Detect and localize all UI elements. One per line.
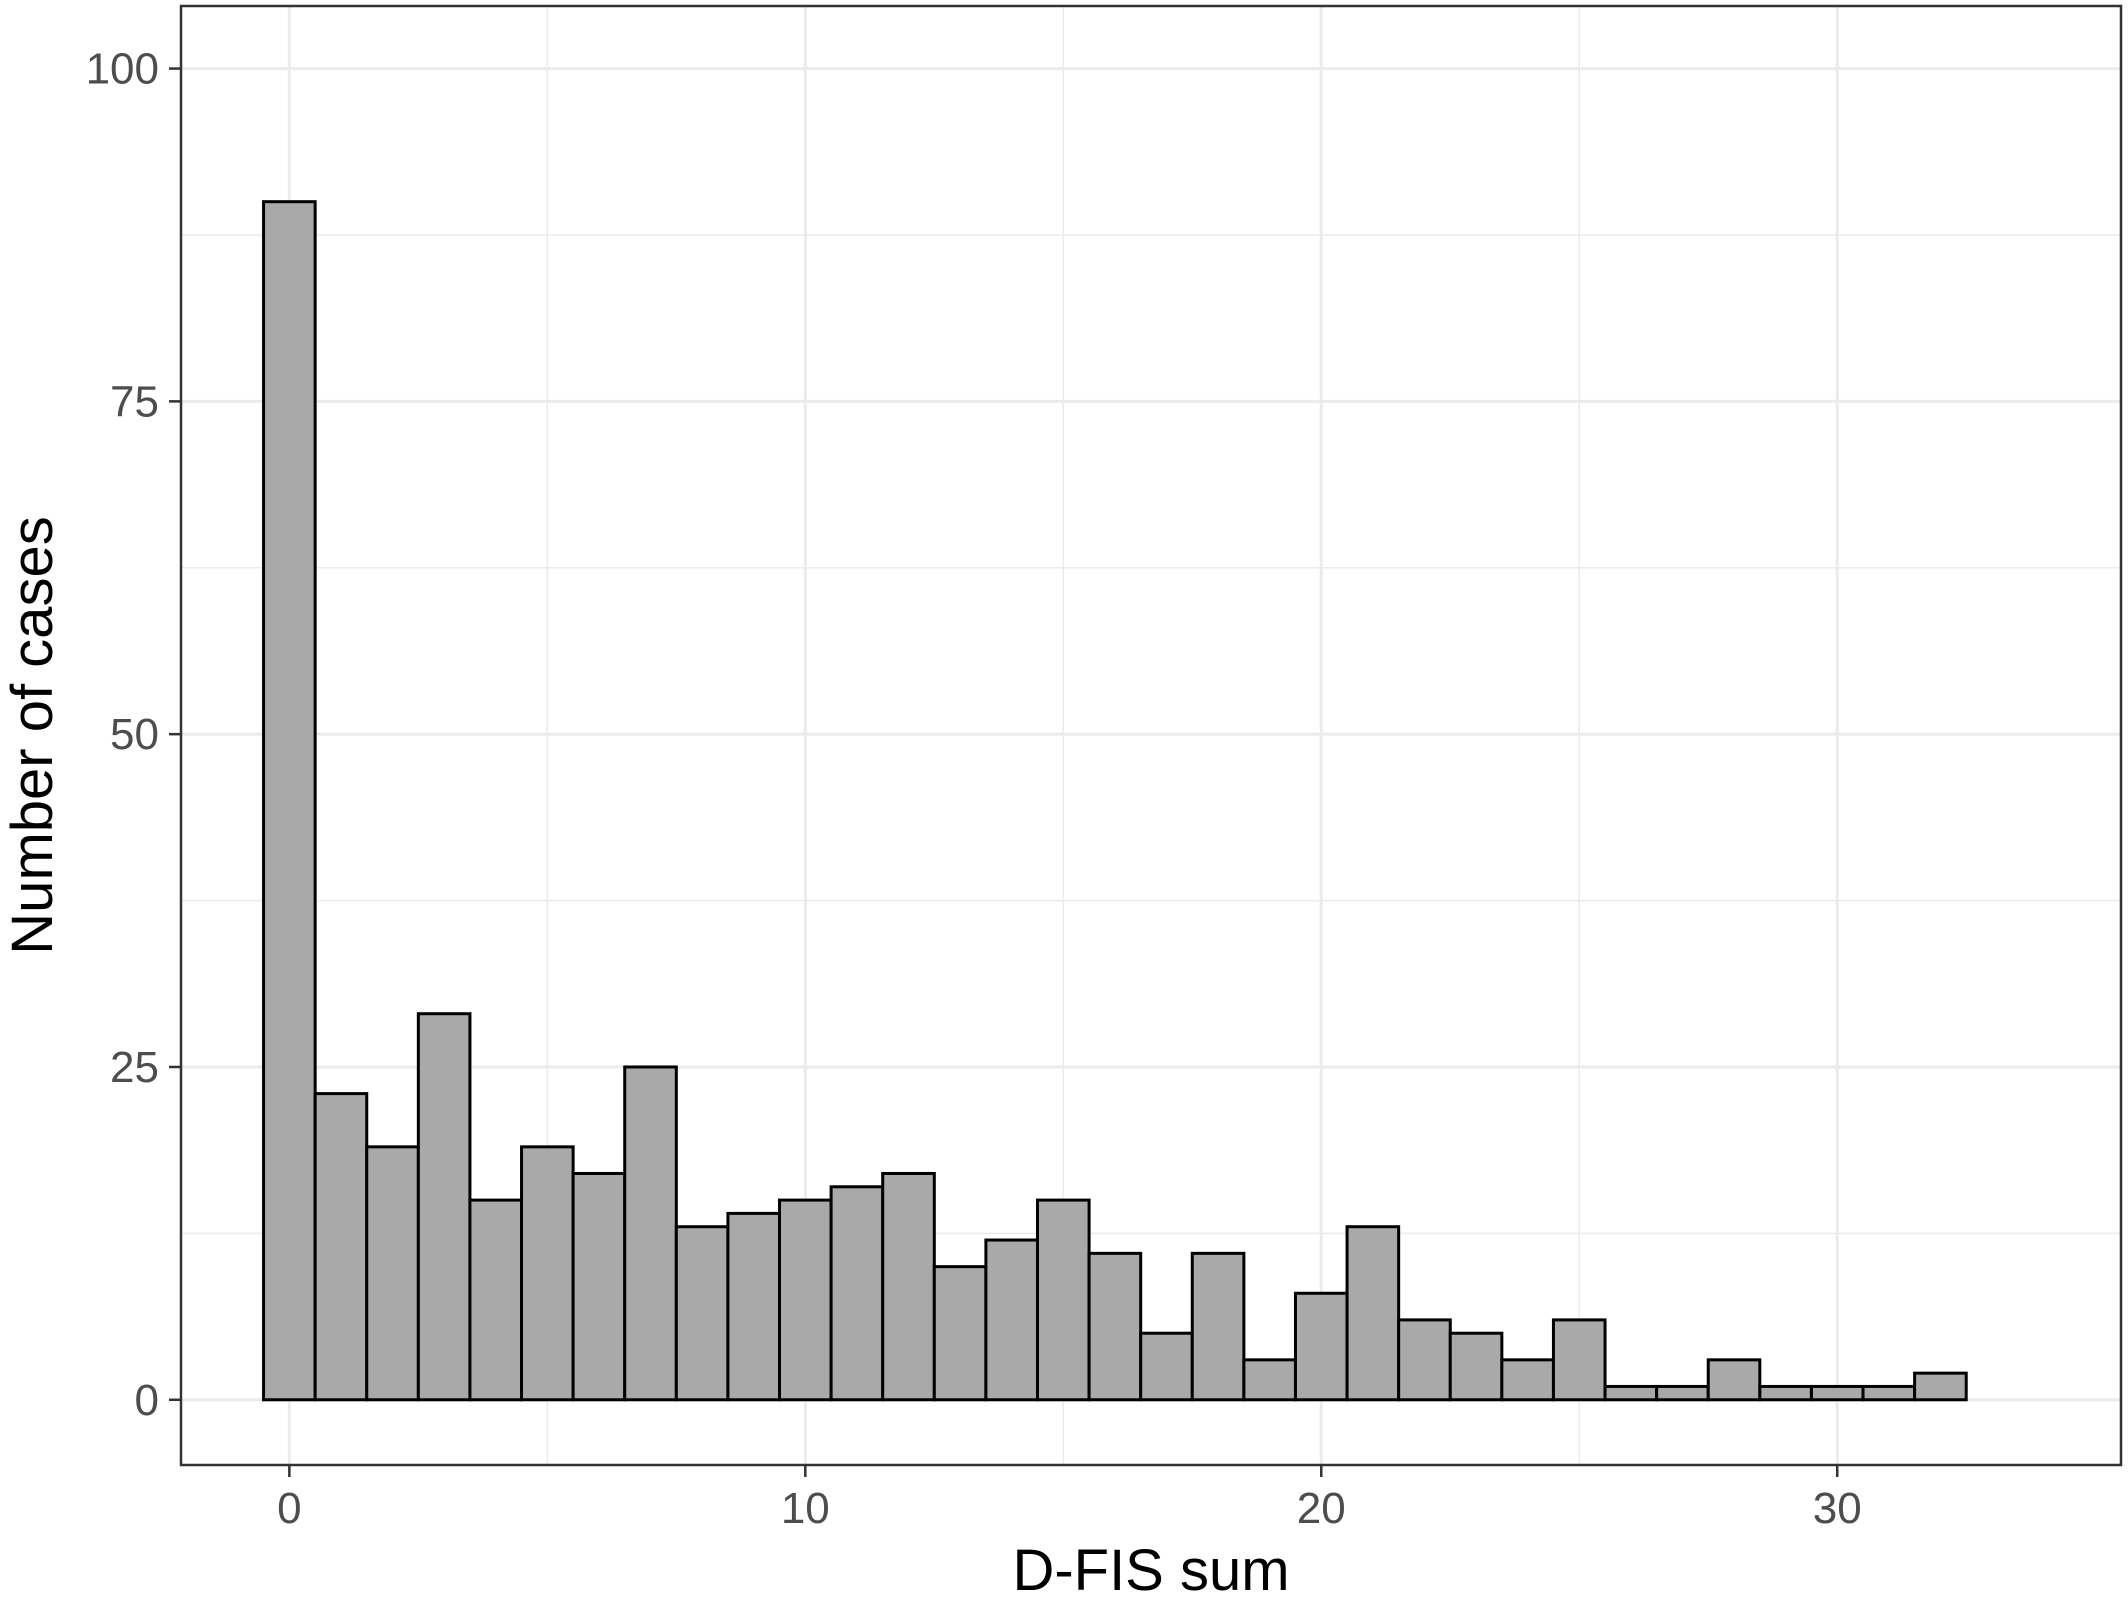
histogram-bar (1500, 1358, 1555, 1402)
histogram-bar (984, 1238, 1039, 1402)
histogram-bar (1035, 1198, 1091, 1402)
histogram-bar (365, 1145, 420, 1402)
histogram-bar (571, 1171, 627, 1402)
axis-ticks: 0 25 50 75 100 0 10 20 30 (86, 45, 1862, 1533)
x-tick-label: 20 (1297, 1484, 1346, 1533)
x-tick-label: 30 (1813, 1484, 1862, 1533)
histogram-bar (881, 1171, 936, 1402)
histogram-bar (1293, 1291, 1349, 1402)
x-tick-label: 10 (781, 1484, 830, 1533)
y-tick-label: 50 (110, 710, 159, 759)
histogram-bar (623, 1065, 678, 1402)
bars (262, 200, 1968, 1402)
y-tick-label: 25 (110, 1043, 159, 1092)
histogram-bar (1758, 1384, 1813, 1402)
histogram-bar (1655, 1384, 1710, 1402)
histogram-bar (674, 1225, 730, 1402)
histogram-bar (1139, 1331, 1194, 1402)
histogram-bar (1397, 1318, 1452, 1402)
histogram-bar (1603, 1384, 1659, 1402)
y-tick-label: 100 (86, 45, 159, 94)
x-axis-title: D-FIS sum (1012, 1538, 1289, 1599)
y-tick-label: 0 (135, 1376, 159, 1425)
histogram-bar (468, 1198, 524, 1402)
histogram-bar (726, 1211, 782, 1402)
histogram-bar (778, 1198, 833, 1402)
x-tick-label: 0 (277, 1484, 301, 1533)
histogram-bar (1190, 1251, 1246, 1402)
histogram-bar (1913, 1371, 1968, 1402)
histogram-bar (1861, 1384, 1917, 1402)
histogram-bar (1809, 1384, 1865, 1402)
histogram-bar (1706, 1358, 1762, 1402)
plot-panel-border (179, 4, 2123, 1467)
histogram-bar (262, 200, 317, 1402)
histogram-bar (1551, 1318, 1607, 1402)
histogram-bar (932, 1265, 988, 1402)
histogram-bar (1242, 1358, 1297, 1402)
y-axis-title: Number of cases (0, 516, 65, 954)
histogram-bar (829, 1185, 885, 1402)
histogram-bar (1345, 1225, 1401, 1402)
y-tick-label: 75 (110, 377, 159, 426)
histogram-bar (416, 1012, 472, 1402)
histogram-bar (520, 1145, 575, 1402)
histogram-bar (1087, 1251, 1143, 1402)
histogram-bar (313, 1092, 369, 1402)
histogram-bar (1448, 1331, 1504, 1402)
